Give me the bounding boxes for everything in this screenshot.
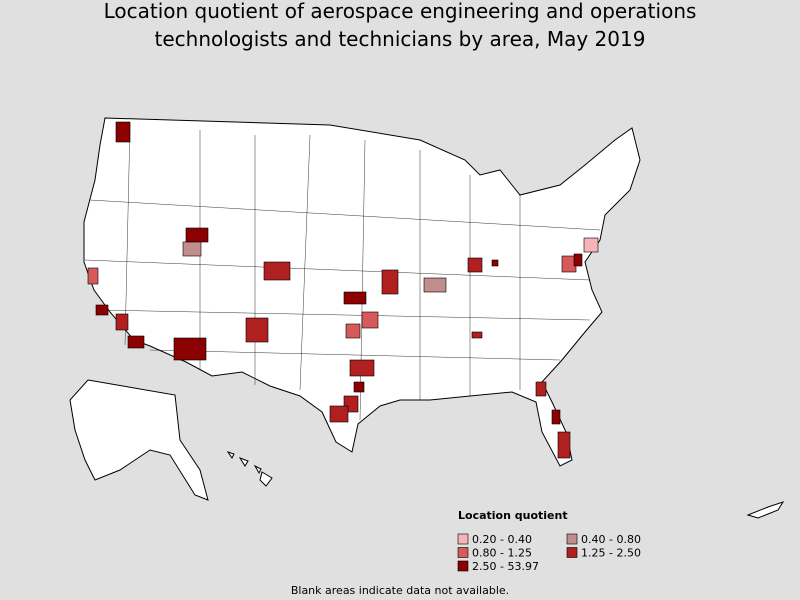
map-area: [115, 121, 131, 143]
map-area: [583, 237, 599, 253]
legend-label: 1.25 - 2.50: [581, 547, 641, 560]
map-area: [185, 227, 209, 243]
map-area: [95, 304, 109, 316]
map-area: [423, 277, 447, 293]
map-area: [173, 337, 207, 361]
map-area: [329, 405, 349, 423]
map-area: [491, 259, 499, 267]
legend-label: 2.50 - 53.97: [472, 560, 539, 573]
map-area: [551, 409, 561, 425]
map-area: [343, 291, 367, 305]
map-area: [535, 381, 547, 397]
map-area: [245, 317, 269, 343]
legend: 0.20 - 0.40 0.40 - 0.80 0.80 - 1.25 1.25 - …: [457, 533, 641, 573]
map-area: [127, 335, 145, 349]
map-area: [115, 313, 129, 331]
map-area: [471, 331, 483, 339]
legend-swatch: [457, 533, 469, 545]
map-area: [381, 269, 399, 295]
legend-label: 0.20 - 0.40: [472, 533, 532, 546]
legend-label: 0.40 - 0.80: [581, 533, 641, 546]
legend-label: 0.80 - 1.25: [472, 547, 532, 560]
legend-swatch: [566, 547, 578, 558]
map-area: [557, 431, 571, 459]
title-line: technologists and technicians by area, M…: [155, 27, 646, 51]
hawaii: [226, 451, 273, 487]
title-line: Location quotient of aerospace engineeri…: [104, 0, 697, 23]
map-area: [182, 241, 202, 257]
map-area: [87, 267, 99, 285]
map-area: [349, 359, 375, 377]
islands: [746, 501, 785, 519]
map-area: [263, 261, 291, 281]
legend-swatch: [457, 560, 469, 572]
map-area: [573, 253, 583, 267]
map-area: [353, 381, 365, 393]
map-area: [345, 323, 361, 339]
legend-swatch: [457, 547, 469, 558]
legend-title: Location quotient: [458, 509, 568, 522]
map-area: [467, 257, 483, 273]
footnote: Blank areas indicate data not available.: [291, 584, 509, 597]
legend-swatch: [566, 533, 578, 545]
map-area: [361, 311, 379, 329]
alaska: [69, 379, 209, 501]
